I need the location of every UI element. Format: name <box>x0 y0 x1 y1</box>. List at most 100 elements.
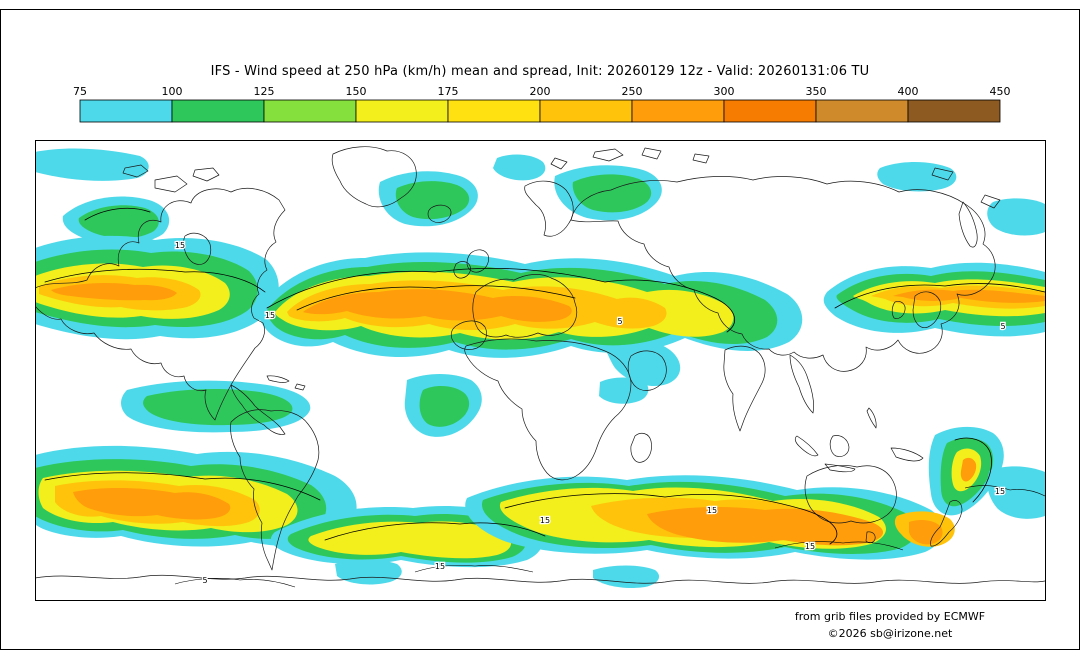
coastline-iberia <box>450 320 487 350</box>
contour-line <box>324 522 546 541</box>
colorbar-segment <box>447 99 541 123</box>
colorbar-tick-labels: 75 100 125 150 175 200 250 300 350 400 4… <box>73 85 1011 98</box>
coastline-arctic-island-2 <box>641 147 662 160</box>
coastline-se-asia <box>789 354 814 414</box>
contour-line <box>834 283 1046 309</box>
chart-title: IFS - Wind speed at 250 hPa (km/h) mean … <box>210 64 870 79</box>
colorbar-tick: 75 <box>73 85 87 98</box>
coastline-svalbard <box>550 157 568 170</box>
colorbar-segment <box>355 99 449 123</box>
contour-label: 15 <box>175 241 185 250</box>
coastline-uk <box>466 249 489 273</box>
contour-line <box>296 285 576 311</box>
contour-label: 15 <box>540 516 550 525</box>
band-nz-orange <box>960 457 977 482</box>
contour-label: 15 <box>805 542 815 551</box>
contour-line <box>954 437 992 503</box>
colorbar-tick: 200 <box>530 85 551 98</box>
coastline-arctic-island-3 <box>692 153 710 164</box>
world-map: 15 15 5 5 15 15 15 15 5 15 <box>35 140 1046 601</box>
colorbar-segment <box>539 99 633 123</box>
spread-contour-line <box>414 564 534 573</box>
contour-label: 15 <box>707 506 717 515</box>
coastline-siberian-island <box>931 167 954 181</box>
coastline-ireland <box>453 261 471 279</box>
band-arctic-east-cyan <box>877 162 957 192</box>
band-mideast-dip-cyan <box>595 333 681 387</box>
contour-line <box>266 267 736 333</box>
coastline-canadian-arctic-1 <box>154 175 188 193</box>
coastline-canadian-arctic-2 <box>192 167 220 182</box>
contour-label: 5 <box>617 317 622 326</box>
attribution: from grib files provided by ECMWF ©2026 … <box>740 608 1040 642</box>
spread-contour-line <box>774 541 904 551</box>
band-eurasia-orange <box>303 289 572 322</box>
band-tropical-pacific-green <box>143 388 293 426</box>
band-bottom-fragment-cyan <box>335 559 402 585</box>
coastline-arabia <box>627 350 667 391</box>
band-arctic-center-cyan <box>493 154 546 181</box>
coastline-philippines <box>866 407 877 429</box>
colorbar-tick: 450 <box>990 85 1011 98</box>
coastline-canadian-arctic-3 <box>122 164 149 178</box>
colorbar: 75 100 125 150 175 200 250 300 350 400 4… <box>73 85 1011 123</box>
coastline-europe <box>472 274 578 338</box>
coastline-iceland <box>427 204 452 223</box>
coastline-greenland <box>331 146 417 208</box>
colorbar-segment <box>171 99 265 123</box>
map-border <box>35 140 1046 601</box>
attribution-source: from grib files provided by ECMWF <box>794 610 986 623</box>
band-south-edge-cyan <box>987 466 1045 519</box>
attribution-copyright: ©2026 sb@irizone.net <box>827 627 953 640</box>
band-tropical-africa-cyan <box>599 377 649 404</box>
contour-label: 15 <box>435 562 445 571</box>
band-south-farright-orange <box>909 519 943 545</box>
band-south-west-orange <box>73 487 231 520</box>
coastline-new-zealand <box>930 500 963 547</box>
band-bottom-fragment2-cyan <box>593 565 660 588</box>
colorbar-segment <box>79 99 173 123</box>
contour-line <box>84 207 151 221</box>
coastline-antarctica <box>35 574 1046 584</box>
colorbar-segment <box>723 99 817 123</box>
contour-labels: 15 15 5 5 15 15 15 15 5 15 <box>174 240 1007 587</box>
colorbar-segments <box>79 99 1001 123</box>
band-na-orange <box>51 282 177 301</box>
colorbar-tick: 400 <box>898 85 919 98</box>
colorbar-segment <box>263 99 357 123</box>
colorbar-tick: 250 <box>622 85 643 98</box>
coastline-central-america <box>230 384 286 435</box>
colorbar-tick: 125 <box>254 85 275 98</box>
mean-contours <box>44 207 1046 588</box>
coastline-borneo <box>829 435 850 457</box>
coastline-hudson-bay <box>183 232 212 265</box>
coastline-japan <box>912 291 942 328</box>
colorbar-tick: 100 <box>162 85 183 98</box>
contour-line <box>504 493 838 545</box>
band-arctic-far-east-cyan <box>987 198 1045 236</box>
coastline-arctic-island-1 <box>592 148 624 162</box>
colorbar-segment <box>907 99 1001 123</box>
contour-label: 15 <box>265 311 275 320</box>
colorbar-segment <box>815 99 909 123</box>
colorbar-tick: 175 <box>438 85 459 98</box>
spread-contour-line <box>174 578 296 588</box>
coastline-madagascar <box>630 432 652 463</box>
spread-contour-line <box>964 485 1046 497</box>
coastline-north-america <box>35 188 286 421</box>
band-greenland-green <box>395 181 470 220</box>
coastline-africa <box>464 338 632 481</box>
colorbar-tick: 300 <box>714 85 735 98</box>
coastline-scandinavia <box>524 180 574 237</box>
contour-line <box>44 472 321 501</box>
coastline-sumatra <box>794 435 819 457</box>
coastline-south-america <box>230 409 320 571</box>
band-south-east-orange <box>647 506 883 546</box>
colorbar-tick: 150 <box>346 85 367 98</box>
band-tropical-atlantic-green <box>419 386 470 427</box>
contour-label: 5 <box>202 576 207 585</box>
coastline-hispaniola <box>294 383 306 391</box>
colorbar-tick: 350 <box>806 85 827 98</box>
coastline-new-guinea <box>890 447 924 462</box>
